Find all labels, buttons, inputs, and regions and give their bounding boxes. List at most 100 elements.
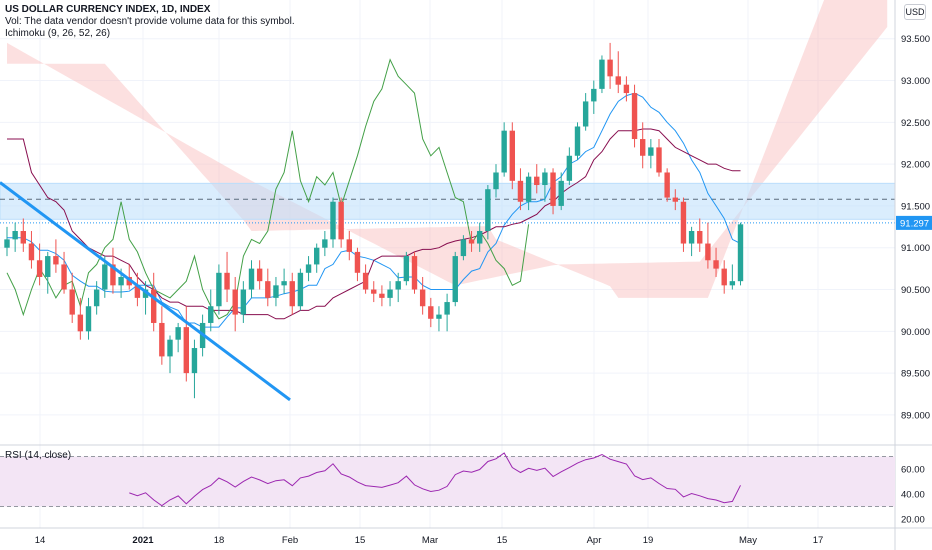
candle-body bbox=[4, 239, 10, 248]
candle-body bbox=[542, 172, 548, 186]
candle-body bbox=[648, 147, 654, 156]
cloud-area bbox=[7, 0, 888, 298]
rsi-line bbox=[129, 452, 741, 507]
candle-body bbox=[362, 272, 369, 290]
candle-body bbox=[12, 231, 18, 240]
current-price-label: 91.297 bbox=[896, 215, 932, 230]
x-tick-label: 15 bbox=[497, 535, 508, 546]
candle-body bbox=[118, 276, 124, 286]
candle-body bbox=[737, 224, 744, 282]
y-tick-label: 91.000 bbox=[901, 243, 930, 254]
candle-body bbox=[102, 264, 108, 290]
dashed-levels bbox=[0, 198, 895, 224]
x-tick-label: 14 bbox=[35, 535, 46, 546]
candle-body bbox=[45, 256, 51, 277]
candle-body bbox=[705, 243, 711, 261]
candle-body bbox=[680, 201, 687, 244]
kijun-line bbox=[7, 128, 741, 320]
ichimoku-cloud bbox=[7, 0, 888, 298]
candle-body bbox=[656, 147, 662, 173]
candle-body bbox=[110, 264, 116, 286]
x-tick-label: Feb bbox=[282, 535, 298, 546]
x-tick-label: 17 bbox=[813, 535, 824, 546]
price-axis[interactable]: 93.500 93.000 92.500 92.000 91.500 91.000 90.5… bbox=[894, 0, 932, 550]
candle-body bbox=[468, 239, 475, 244]
candle-body bbox=[85, 306, 92, 332]
ichimoku-indicator-label[interactable]: Ichimoku (9, 26, 52, 26) bbox=[5, 28, 111, 39]
candle-body bbox=[485, 189, 491, 231]
candle-body bbox=[672, 197, 678, 202]
candle-body bbox=[599, 59, 605, 89]
candle-body bbox=[615, 76, 621, 85]
rsi-tick-label: 60.00 bbox=[901, 465, 925, 476]
x-tick-label: May bbox=[739, 535, 757, 546]
candle-body bbox=[305, 264, 312, 273]
rsi-band bbox=[0, 456, 895, 507]
candle-body bbox=[387, 289, 393, 298]
candle-body bbox=[232, 289, 238, 315]
x-tick-label: 15 bbox=[355, 535, 366, 546]
resistance-zone bbox=[0, 182, 896, 220]
candle-body bbox=[493, 172, 499, 190]
candle-body bbox=[517, 180, 524, 202]
symbol-title[interactable]: US DOLLAR CURRENCY INDEX, 1D, INDEX bbox=[5, 4, 211, 15]
candle-body bbox=[460, 239, 467, 257]
candle-body bbox=[281, 281, 287, 286]
chart-legend: US DOLLAR CURRENCY INDEX, 1D, INDEX Vol:… bbox=[5, 4, 295, 40]
x-tick-label: 19 bbox=[643, 535, 654, 546]
candle-body bbox=[167, 339, 173, 357]
candle-body bbox=[93, 289, 100, 307]
x-tick-label: 2021 bbox=[132, 535, 154, 546]
candle-body bbox=[248, 268, 255, 290]
candle-body bbox=[159, 322, 165, 357]
candle-body bbox=[330, 201, 336, 240]
candle-body bbox=[175, 327, 181, 340]
candle-body bbox=[297, 272, 304, 307]
candle-body bbox=[428, 306, 434, 319]
candle-body bbox=[208, 306, 214, 323]
candle-body bbox=[664, 172, 670, 198]
candle-body bbox=[729, 281, 736, 286]
candlestick-series bbox=[4, 42, 744, 399]
candle-body bbox=[289, 281, 295, 307]
time-axis[interactable]: 14 2021 18 Feb 15 Mar 15 Apr 19 May 17 bbox=[0, 527, 932, 546]
y-tick-label: 92.500 bbox=[901, 118, 930, 129]
candle-body bbox=[403, 256, 410, 282]
candle-body bbox=[688, 231, 695, 244]
candle-body bbox=[183, 327, 189, 374]
candle-body bbox=[273, 285, 279, 298]
candle-body bbox=[354, 251, 361, 273]
candle-body bbox=[322, 239, 328, 248]
candle-body bbox=[134, 285, 141, 298]
candle-body bbox=[256, 268, 263, 282]
candle-body bbox=[558, 180, 564, 206]
rsi-indicator-label[interactable]: RSI (14, close) bbox=[5, 450, 72, 461]
candle-body bbox=[713, 260, 719, 269]
x-tick-label: Mar bbox=[422, 535, 438, 546]
y-tick-label: 90.000 bbox=[901, 327, 930, 338]
candle-body bbox=[697, 231, 703, 244]
rsi-tick-label: 20.00 bbox=[901, 515, 925, 526]
candle-body bbox=[501, 130, 507, 173]
candle-body bbox=[436, 314, 442, 319]
candle-body bbox=[224, 272, 230, 290]
candle-body bbox=[640, 139, 646, 156]
price-axis-bg bbox=[895, 0, 932, 550]
ichimoku-lines bbox=[6, 58, 741, 328]
candle-body bbox=[20, 231, 26, 244]
price-label-text: 91.297 bbox=[900, 218, 929, 229]
candle-body bbox=[525, 176, 532, 202]
candle-body bbox=[36, 260, 43, 277]
currency-button[interactable]: USD bbox=[904, 4, 926, 20]
rsi-pane: 60.00 40.00 20.00 bbox=[0, 444, 932, 526]
candle-body bbox=[444, 302, 450, 315]
rsi-tick-label: 40.00 bbox=[901, 490, 925, 501]
candle-body bbox=[631, 93, 638, 140]
candle-body bbox=[534, 176, 540, 186]
x-tick-label: 18 bbox=[214, 535, 225, 546]
candle-body bbox=[477, 231, 483, 244]
candle-body bbox=[314, 247, 320, 265]
candle-body bbox=[550, 172, 556, 206]
trendline[interactable] bbox=[0, 181, 291, 402]
volume-note: Vol: The data vendor doesn't provide vol… bbox=[5, 16, 295, 27]
